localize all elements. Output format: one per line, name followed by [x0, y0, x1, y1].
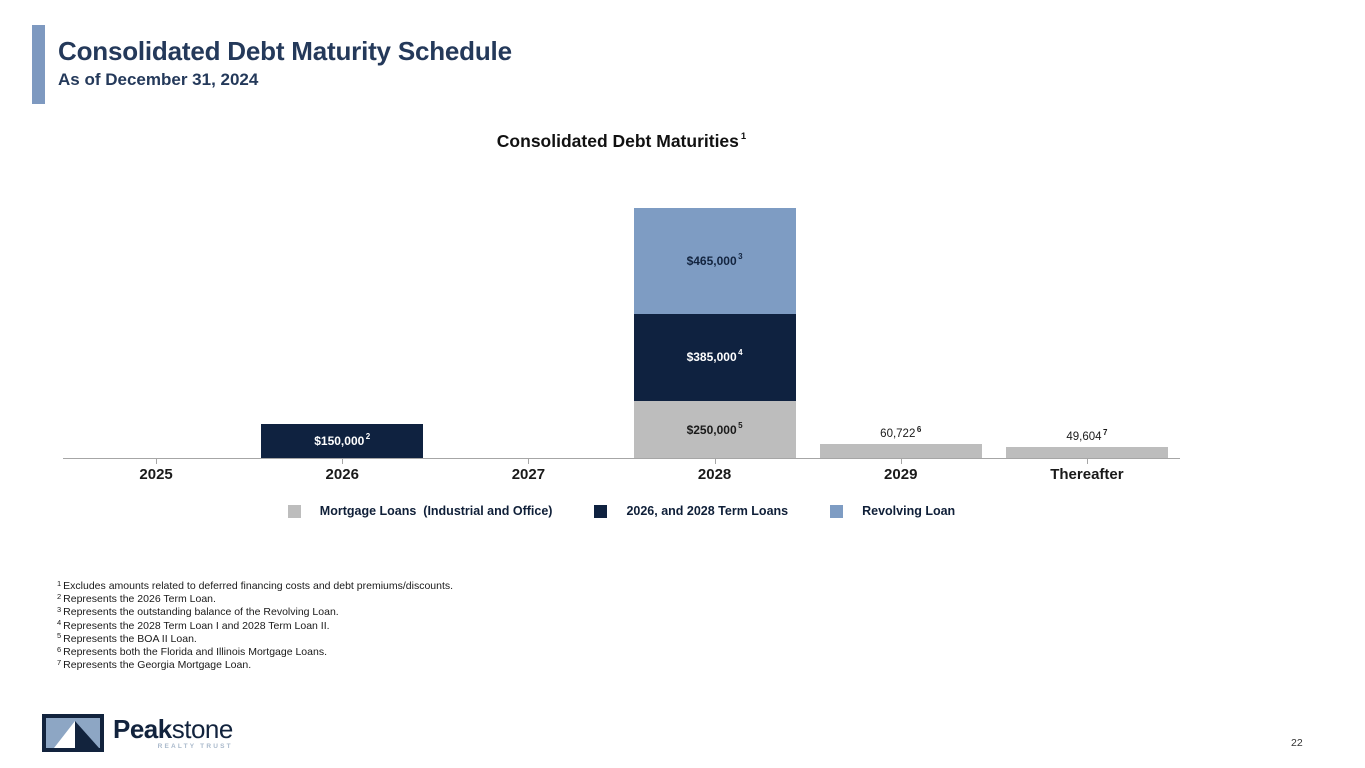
logo-word-bold: Peak: [113, 714, 172, 744]
chart-title-superscript: 1: [740, 131, 747, 142]
page-number: 22: [1291, 737, 1303, 749]
axis-tick: [342, 459, 344, 464]
bar-value-label: 49,604 7: [1066, 427, 1108, 443]
x-axis-label: 2029: [884, 466, 918, 483]
axis-tick: [528, 459, 530, 464]
footnotes: 1 Excludes amounts related to deferred fi…: [57, 578, 454, 672]
footnote: 2 Represents the 2026 Term Loan.: [57, 591, 216, 606]
footnote: 5 Represents the BOA II Loan.: [57, 631, 197, 645]
peakstone-logo-icon: [42, 714, 104, 752]
footnote: 6 Represents both the Florida and Illinoi…: [57, 644, 327, 659]
bar-segment: [1005, 446, 1168, 458]
logo-tagline: REALTY TRUST: [157, 743, 233, 750]
legend-item: Mortgage Loans (Industrial and Office): [287, 504, 553, 518]
axis-tick: [156, 459, 158, 464]
footnote: 3 Represents the outstanding balance of t…: [57, 604, 339, 619]
footnote: 4 Represents the 2028 Term Loan I and 202…: [57, 618, 330, 632]
axis-tick: [900, 459, 902, 464]
page-title: Consolidated Debt Maturity Schedule: [58, 36, 512, 66]
bar-segment: $385,000 4: [633, 313, 796, 402]
bar-value-label: $250,000 5: [686, 420, 743, 437]
axis-tick: [714, 459, 716, 464]
footnote: 7 Represents the Georgia Mortgage Loan.: [57, 657, 252, 672]
bar-segment: $150,000 2: [261, 423, 424, 458]
legend-item: Revolving Loan: [830, 504, 955, 518]
bar-segment: $465,000 3: [633, 208, 796, 314]
bar-value-label: $385,000 4: [686, 348, 743, 365]
chart-legend: Mortgage Loans (Industrial and Office) 20…: [63, 504, 1180, 518]
bar-segment: $250,000 5: [633, 401, 796, 458]
legend-swatch: [287, 504, 301, 518]
x-axis-label: 2026: [325, 466, 359, 483]
x-axis-label: 2025: [139, 466, 173, 483]
bar-segment: [819, 444, 982, 458]
footnote: 1 Excludes amounts related to deferred fi…: [57, 578, 454, 593]
company-logo: Peakstone REALTY TRUST: [42, 714, 233, 752]
legend-label: Revolving Loan: [862, 504, 956, 518]
x-axis-label: Thereafter: [1050, 466, 1124, 483]
legend-label: 2026, and 2028 Term Loans: [626, 504, 789, 518]
logo-text: Peakstone REALTY TRUST: [113, 716, 233, 750]
x-axis-label: 2028: [697, 466, 732, 483]
chart-title: Consolidated Debt Maturities 1: [63, 131, 1180, 152]
bar-value-label: $150,000 2: [314, 431, 371, 448]
title-accent-bar: [32, 25, 45, 104]
x-axis-label: 2027: [511, 466, 546, 483]
axis-tick: [1086, 459, 1088, 464]
chart-title-text: Consolidated Debt Maturities: [496, 131, 739, 151]
logo-word-light: stone: [171, 714, 234, 744]
chart-plot-area: $150,000 2 $250,000 5 $385,000 4 $465,000 3 60,7…: [63, 188, 1180, 464]
bar-value-label: 60,722 6: [880, 425, 922, 441]
legend-label: Mortgage Loans (Industrial and Office): [319, 504, 553, 518]
legend-swatch: [594, 504, 608, 518]
page-subtitle: As of December 31, 2024: [58, 70, 259, 89]
logo-wordmark: Peakstone: [113, 716, 233, 742]
legend-swatch: [830, 504, 844, 518]
x-axis-labels: 2025 2026 2027 2028 2029 Thereafter: [63, 466, 1180, 488]
legend-item: 2026, and 2028 Term Loans: [594, 504, 788, 518]
bar-value-label: $465,000 3: [686, 251, 743, 268]
